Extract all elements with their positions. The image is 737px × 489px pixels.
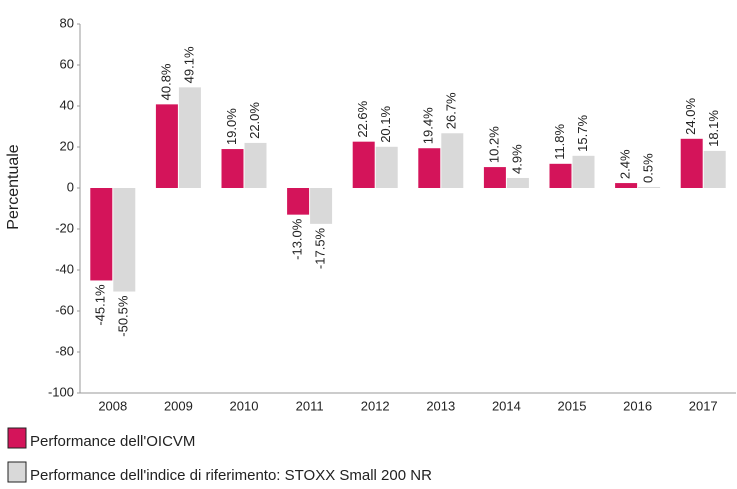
value-label: 49.1% xyxy=(181,46,196,83)
value-label: 40.8% xyxy=(158,63,173,100)
value-label: 2.4% xyxy=(618,149,633,179)
value-label: 19.0% xyxy=(224,108,239,145)
legend-label: Performance dell'OICVM xyxy=(30,433,195,450)
bar xyxy=(680,138,703,188)
y-tick-label: 60 xyxy=(60,56,74,71)
y-tick-label: 80 xyxy=(60,15,74,30)
legend-swatch xyxy=(7,427,27,449)
bar xyxy=(418,148,441,188)
bar xyxy=(572,155,595,188)
x-tick-label: 2017 xyxy=(689,398,718,413)
value-label: 26.7% xyxy=(444,92,459,129)
value-label: -13.0% xyxy=(290,218,305,260)
y-axis-label: Percentuale xyxy=(5,144,22,229)
y-tick-label: -80 xyxy=(55,343,74,358)
value-label: 22.0% xyxy=(247,102,262,139)
value-label: 10.2% xyxy=(486,126,501,163)
value-label: 19.4% xyxy=(421,107,436,144)
value-label: -45.1% xyxy=(93,284,108,326)
y-tick-label: 20 xyxy=(60,138,74,153)
value-label: -50.5% xyxy=(116,295,131,337)
y-tick-label: 0 xyxy=(67,179,74,194)
bar xyxy=(113,188,136,292)
bar xyxy=(221,149,244,188)
x-tick-label: 2008 xyxy=(98,398,127,413)
x-tick-label: 2016 xyxy=(623,398,652,413)
value-label: 4.9% xyxy=(509,144,524,174)
bar xyxy=(310,188,333,224)
bar xyxy=(352,141,375,188)
y-tick-label: -20 xyxy=(55,220,74,235)
bar xyxy=(441,133,464,188)
x-tick-label: 2014 xyxy=(492,398,521,413)
bar xyxy=(703,150,726,188)
bar xyxy=(615,183,638,188)
value-label: 22.6% xyxy=(355,100,370,137)
x-tick-label: 2013 xyxy=(426,398,455,413)
y-tick-label: 40 xyxy=(60,97,74,112)
legend-label: Performance dell'indice di riferimento: … xyxy=(30,467,432,484)
x-tick-label: 2012 xyxy=(361,398,390,413)
y-tick-label: -60 xyxy=(55,302,74,317)
x-tick-label: 2011 xyxy=(296,398,324,413)
x-tick-label: 2010 xyxy=(230,398,259,413)
value-label: 20.1% xyxy=(378,105,393,142)
bar xyxy=(287,188,310,215)
bar xyxy=(638,186,661,188)
y-tick-label: -40 xyxy=(55,261,74,276)
value-label: 0.5% xyxy=(641,153,656,183)
bar xyxy=(483,167,506,188)
legend-swatch xyxy=(7,461,27,483)
bar xyxy=(178,87,201,188)
value-label: 18.1% xyxy=(706,110,721,147)
value-label: -17.5% xyxy=(313,227,328,269)
x-tick-label: 2009 xyxy=(164,398,193,413)
value-label: 24.0% xyxy=(683,97,698,134)
bar xyxy=(549,163,572,188)
bar xyxy=(90,188,113,281)
bar xyxy=(155,104,178,188)
bar xyxy=(375,146,398,188)
value-label: 11.8% xyxy=(552,123,567,159)
value-label: 15.7% xyxy=(575,115,590,152)
bar xyxy=(244,142,267,188)
bar xyxy=(506,177,529,188)
x-tick-label: 2015 xyxy=(558,398,587,413)
y-tick-label: -100 xyxy=(48,384,74,399)
